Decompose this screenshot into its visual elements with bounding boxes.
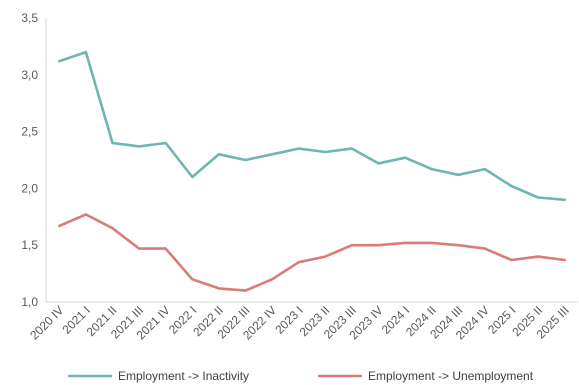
series-1-point — [510, 184, 513, 188]
series-2-point — [377, 244, 380, 247]
series-1-point — [324, 150, 327, 154]
series-1-point — [244, 158, 247, 162]
series-2-point — [137, 247, 141, 250]
series-1-point — [457, 173, 460, 176]
series-2-point — [164, 247, 167, 250]
series-1-point — [430, 167, 433, 171]
series-1-point — [137, 145, 141, 148]
series-1-point — [483, 167, 487, 171]
series-2-point — [563, 258, 566, 262]
series-1-point — [270, 153, 274, 156]
legend-label-2: Employment -> Unemployment — [368, 369, 534, 383]
series-2-point — [244, 289, 247, 292]
y-tick-label: 3,5 — [21, 11, 38, 25]
series-1-point — [217, 153, 221, 156]
series-2-point — [483, 247, 487, 250]
series-line-2 — [57, 213, 567, 292]
y-tick-label: 1,5 — [21, 238, 38, 252]
series-1-point — [377, 162, 380, 165]
series-2-point — [84, 213, 88, 216]
series-layer — [57, 50, 567, 292]
series-2-point — [536, 255, 540, 258]
series-2-point — [350, 244, 354, 247]
series-2-point — [270, 278, 274, 281]
legend: Employment -> Inactivity Employment -> Un… — [68, 369, 534, 383]
y-tick-label: 3,0 — [21, 68, 38, 82]
series-2-point — [510, 258, 513, 262]
series-1-point — [350, 147, 354, 150]
y-tick-label: 1,0 — [21, 295, 38, 309]
y-axis-ticks: 1,0 1,5 2,0 2,5 3,0 3,5 — [21, 11, 38, 309]
series-1-point — [403, 156, 407, 159]
series-1-point — [164, 141, 167, 145]
x-tick-label: 2020 IV — [27, 303, 66, 342]
series-2-point — [111, 227, 114, 230]
series-2-point — [297, 261, 300, 264]
legend-label-1: Employment -> Inactivity — [118, 369, 249, 383]
y-tick-label: 2,0 — [21, 181, 38, 195]
series-1-point — [191, 175, 194, 179]
series-2-point — [457, 244, 460, 247]
series-1-point — [536, 196, 540, 199]
series-1-point — [563, 198, 566, 201]
series-1-point — [297, 147, 300, 150]
series-1-point — [58, 60, 61, 63]
series-1-point — [111, 141, 114, 145]
y-tick-label: 2,5 — [21, 125, 38, 139]
series-line-1 — [57, 50, 567, 202]
series-1-point — [84, 50, 88, 54]
series-2-point — [403, 241, 407, 245]
series-2-point — [324, 255, 327, 258]
series-2-point — [191, 278, 194, 281]
series-2-point — [430, 241, 433, 245]
series-2-point — [217, 287, 221, 290]
series-2-point — [58, 224, 61, 228]
